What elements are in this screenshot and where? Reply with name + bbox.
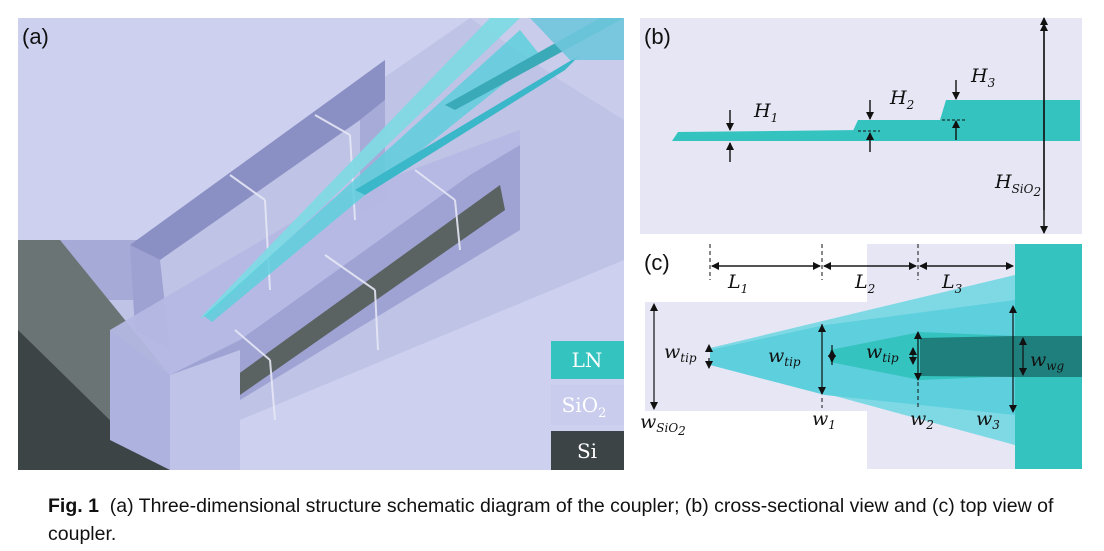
waveguide-core — [920, 336, 1015, 377]
label-wsio2: wSiO2 — [640, 411, 686, 438]
legend: LN SiO2 Si — [551, 341, 624, 470]
label-w1: w1 — [812, 408, 836, 432]
label-h1: H1 — [753, 100, 778, 125]
legend-swatch-sio2 — [551, 385, 624, 425]
legend-label-ln: LN — [572, 348, 603, 372]
label-w3: w3 — [976, 408, 1000, 432]
panel-c-label: (c) — [644, 250, 670, 275]
panel-b-label: (b) — [644, 24, 671, 49]
caption-text: (a) Three-dimensional structure schemati… — [48, 495, 1054, 545]
panel-a-3d-schematic — [18, 18, 624, 470]
legend-swatch-ln — [551, 341, 624, 379]
label-l1: L1 — [727, 271, 748, 296]
label-wwg: wwg — [1030, 349, 1065, 373]
label-wtip-3: wtip — [866, 341, 899, 365]
label-wtip-2: wtip — [768, 345, 801, 369]
label-h2: H2 — [889, 87, 914, 112]
label-h3: H3 — [970, 65, 996, 90]
legend-label-si: Si — [577, 439, 597, 463]
label-l2: L2 — [854, 271, 875, 296]
panel-b-cross-section: H1 H2 H3 HSiO2 — [640, 17, 1082, 234]
figure-caption: Fig. 1 (a) Three-dimensional structure s… — [48, 492, 1078, 548]
panel-a-label: (a) — [22, 24, 49, 49]
label-l3: L3 — [941, 271, 963, 296]
label-hsio2: HSiO2 — [994, 171, 1041, 199]
panel-c-top-view: L1 L2 L3 wtip wtip wtip wwg w1 w2 w3 wSi… — [640, 244, 1082, 469]
legend-label-sio2: SiO2 — [562, 393, 607, 421]
label-w2: w2 — [910, 408, 934, 432]
label-wtip-1: wtip — [664, 341, 697, 365]
figure-number: Fig. 1 — [48, 495, 99, 517]
legend-swatch-si — [551, 431, 624, 470]
ln-taper — [200, 18, 520, 318]
ln-cross-section — [672, 100, 1080, 141]
